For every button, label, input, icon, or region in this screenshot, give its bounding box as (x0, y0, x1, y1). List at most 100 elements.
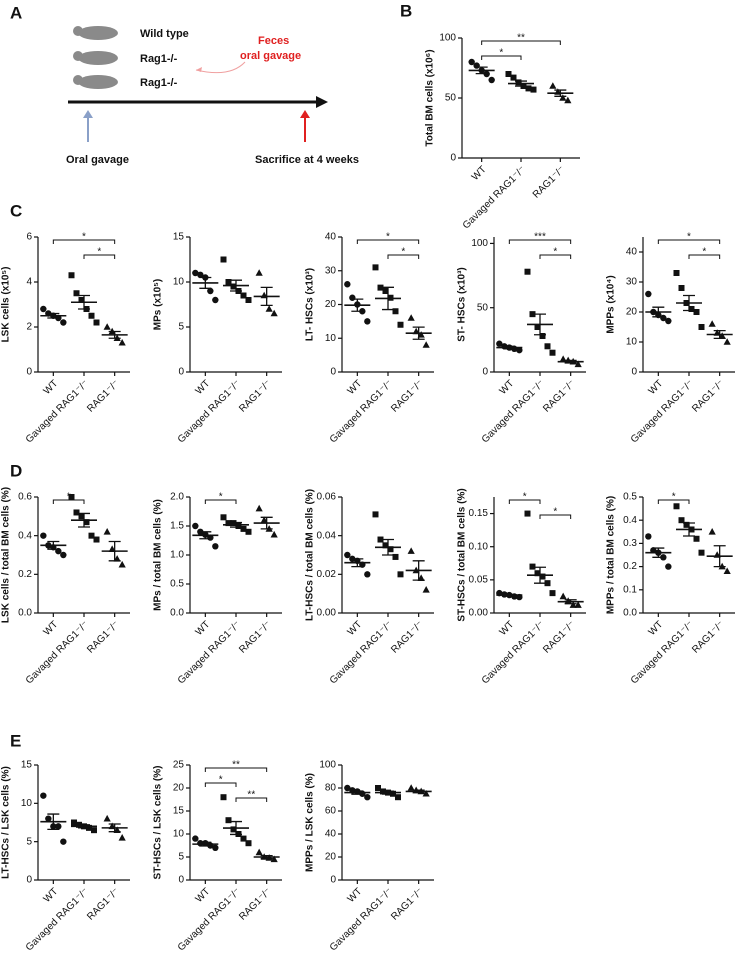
point (530, 86, 537, 93)
x-tick-label: WT (498, 378, 517, 397)
y-axis-label: LT-HSCs / LSK cells (%) (1, 766, 12, 879)
point (40, 792, 47, 799)
y-tick-label: 50 (445, 93, 457, 104)
x-tick-label: RAG1⁻/⁻ (237, 619, 273, 655)
point (192, 269, 199, 277)
sem-bar (108, 540, 121, 562)
x-tick-label: RAG1⁻/⁻ (85, 378, 121, 414)
y-tick-label: 1.5 (170, 521, 184, 532)
point (265, 305, 273, 312)
sem-bar (47, 540, 60, 550)
x-tick-label: WT (647, 619, 666, 638)
point (349, 294, 356, 301)
point (103, 814, 111, 822)
sem-bar (503, 593, 516, 597)
point (230, 283, 237, 290)
significance-label: * (553, 247, 557, 258)
x-tick-label: RAG1⁻/⁻ (85, 619, 121, 655)
sem-bar (534, 566, 546, 584)
point (407, 547, 415, 554)
point (688, 306, 695, 312)
point (417, 574, 425, 581)
point (397, 571, 404, 578)
x-tick-label: RAG1⁻/⁻ (237, 886, 273, 922)
significance-bracket (481, 40, 561, 45)
sem-bar (78, 512, 90, 528)
significance-label: * (97, 247, 101, 258)
sem-bar (382, 286, 394, 311)
sem-bar (230, 820, 242, 836)
point (71, 819, 77, 826)
y-tick-label: 0.0 (18, 608, 32, 619)
point (60, 319, 67, 326)
point (344, 281, 351, 288)
y-tick-label: 15 (173, 232, 185, 243)
sem-bar (534, 313, 546, 336)
point (88, 532, 95, 539)
mouse-label: Wild type (140, 28, 189, 40)
point (364, 794, 371, 801)
y-tick-label: 0.2 (623, 561, 637, 572)
mouse (78, 75, 118, 89)
y-tick-label: 100 (439, 33, 456, 44)
y-tick-label: 25 (173, 760, 185, 771)
significance-bracket (235, 797, 268, 802)
mouse-head (73, 75, 83, 85)
y-axis-label: LSK cells / total BM cells (%) (1, 487, 12, 623)
point (240, 835, 247, 842)
sem-bar (199, 841, 212, 847)
point (574, 360, 582, 368)
sem-bar (230, 521, 242, 528)
sem-bar (47, 813, 60, 831)
panel-label: A (10, 3, 22, 22)
y-tick-label: 0.05 (469, 574, 489, 585)
significance-label: * (219, 775, 223, 786)
point (91, 827, 97, 834)
significance-label: * (672, 492, 676, 503)
significance-label: ** (247, 790, 255, 801)
mouse-label: Rag1-/- (140, 77, 178, 89)
x-tick-label: WT (346, 886, 365, 905)
point (549, 590, 556, 597)
x-tick-label: RAG1⁻/⁻ (690, 378, 726, 414)
x-tick-label: WT (346, 619, 365, 638)
point (230, 826, 237, 833)
x-tick-label: RAG1⁻/⁻ (389, 619, 425, 655)
y-tick-label: 0.2 (18, 569, 32, 580)
point (515, 79, 522, 86)
significance-bracket (657, 499, 690, 504)
point (395, 794, 401, 801)
significance-label: * (82, 232, 86, 243)
point (673, 503, 680, 510)
sem-bar (260, 854, 273, 860)
significance-bracket (204, 782, 237, 787)
point (364, 571, 371, 578)
point (559, 592, 567, 600)
point (212, 296, 219, 304)
sem-bar (230, 279, 242, 292)
point (407, 314, 415, 321)
point (510, 74, 517, 81)
point (270, 309, 278, 317)
y-tick-label: 0.4 (18, 530, 32, 541)
y-tick-label: 0.4 (623, 515, 637, 526)
y-axis-label: LT-HSCs / total BM cells (%) (305, 489, 316, 621)
point (382, 542, 389, 549)
point (549, 82, 557, 89)
mouse-icons (73, 26, 118, 89)
point (93, 319, 100, 326)
x-tick-label: RAG1⁻/⁻ (389, 378, 425, 414)
point (197, 271, 204, 278)
start-label: Oral gavage (66, 154, 129, 166)
point (723, 338, 731, 345)
y-axis-label: MPs (x10⁵) (153, 279, 164, 330)
point (559, 94, 567, 101)
y-axis-label: ST-HSCs / total BM cells (%) (457, 488, 468, 621)
point (73, 509, 80, 516)
point (103, 528, 111, 535)
point (407, 784, 415, 791)
y-tick-label: 0.5 (170, 579, 184, 590)
point (382, 288, 389, 294)
point (372, 264, 379, 271)
x-tick-label: WT (647, 378, 666, 397)
